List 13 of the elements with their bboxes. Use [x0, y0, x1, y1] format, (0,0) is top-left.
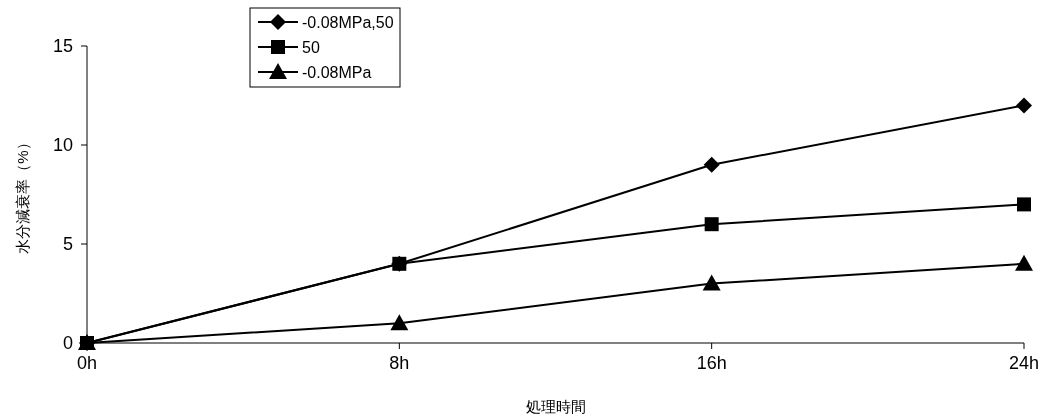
x-tick-label: 16h [696, 353, 727, 373]
x-tick-label: 0h [76, 353, 98, 373]
y-tick-label: 15 [52, 36, 73, 56]
legend-label: 50 [302, 39, 320, 56]
y-tick-label: 5 [62, 234, 73, 254]
x-tick-label: 8h [389, 353, 410, 373]
x-tick-label: 24h [1008, 353, 1040, 373]
legend-label: -0.08MPa [302, 64, 372, 81]
legend-label: -0.08MPa,50 [302, 14, 394, 31]
y-axis-title: 水分減衰率（%） [14, 135, 31, 254]
x-axis-title: 処理時間 [525, 398, 586, 415]
y-tick-label: 10 [52, 135, 73, 155]
y-tick-label: 0 [62, 333, 73, 353]
